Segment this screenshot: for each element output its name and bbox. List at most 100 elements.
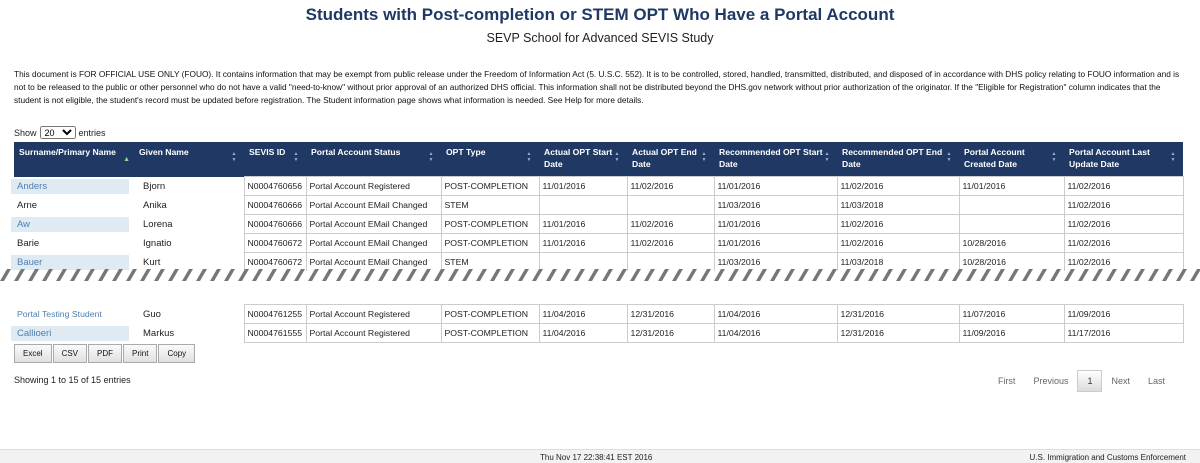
surname-cell: Portal Testing Student (14, 305, 134, 324)
column-header[interactable]: Given Name ▲▼ (134, 142, 244, 177)
table-cell: N0004761255 (243, 304, 307, 324)
cell-value: Portal Account EMail Changed (309, 219, 428, 229)
surname-link[interactable]: Bauer (11, 254, 129, 270)
cell-value: Portal Account Registered (309, 181, 410, 191)
torn-edge-dash (868, 269, 879, 281)
column-header[interactable]: Portal Account Created Date ▲▼ (959, 142, 1064, 177)
table-cell: 11/01/2016 (713, 214, 838, 234)
csv-button[interactable]: CSV (52, 344, 88, 363)
surname-cell: Arne (14, 196, 134, 215)
column-header[interactable]: Portal Account Status ▲▼ (306, 142, 441, 177)
surname-link[interactable]: Aw (11, 216, 129, 232)
torn-edge-dash (882, 269, 893, 281)
torn-edge-dash (70, 269, 81, 281)
torn-edge-dash (896, 269, 907, 281)
table-row: Bauer Kurt N0004760672 Portal Account EMail… (11, 252, 1184, 272)
given-name: Bjorn (143, 180, 166, 192)
column-header[interactable]: Recommended OPT End Date ▲▼ (837, 142, 959, 177)
torn-edge-dash (28, 269, 39, 281)
torn-edge-dash (42, 269, 53, 281)
surname-cell: Anders (11, 177, 134, 196)
cell-value: 11/01/2016 (717, 219, 761, 229)
copy-button[interactable]: Copy (158, 344, 196, 363)
torn-edge-dash (126, 269, 137, 281)
sort-ascending-icon: ▲ (123, 156, 130, 163)
torn-edge-dash (238, 269, 249, 281)
table-row: Callioeri Markus N0004761555 Portal Account… (11, 323, 1184, 343)
cell-value: STEM (444, 200, 469, 210)
table-cell: 11/01/2016 (538, 214, 628, 234)
torn-edge-dash (616, 269, 627, 281)
table-header-row: Surname/Primary Name ▲ Given Name ▲▼ SEVIS I… (14, 142, 1183, 177)
table-cell: 11/17/2016 (1063, 323, 1184, 343)
table-cell: POST-COMPLETION (440, 176, 540, 196)
cell-value: 11/02/2016 (1067, 238, 1111, 248)
column-header-label: Actual OPT Start Date (544, 147, 613, 169)
table-cell: 11/09/2016 (1063, 304, 1184, 324)
table-cell: POST-COMPLETION (440, 304, 540, 324)
table-cell: 11/02/2016 (626, 233, 715, 253)
print-button[interactable]: Print (123, 344, 158, 363)
cell-value: 11/02/2016 (840, 219, 884, 229)
entries-info: Showing 1 to 15 of 15 entries (14, 375, 131, 385)
torn-edge-dash (1092, 269, 1103, 281)
given-name-cell: Anika (134, 196, 244, 215)
cell-value: 10/28/2016 (962, 257, 1006, 267)
column-header-label: Portal Account Last Update Date (1069, 147, 1150, 169)
table-row: Anders Bjorn N0004760656 Portal Account Reg… (11, 176, 1184, 196)
column-header[interactable]: Actual OPT Start Date ▲▼ (539, 142, 627, 177)
excel-button[interactable]: Excel (14, 344, 52, 363)
cell-value: 11/03/2016 (717, 200, 761, 210)
pdf-button[interactable]: PDF (88, 344, 123, 363)
table-cell: 11/02/2016 (1063, 176, 1184, 196)
column-header[interactable]: Actual OPT End Date ▲▼ (627, 142, 714, 177)
torn-edge-dash (196, 269, 207, 281)
torn-edge-dash (1190, 269, 1200, 281)
table-cell: 11/02/2016 (836, 214, 960, 234)
table-cell: 11/02/2016 (1063, 214, 1184, 234)
table-cell: 11/01/2016 (538, 233, 628, 253)
surname-link[interactable]: Arne (17, 199, 38, 211)
column-header[interactable]: OPT Type ▲▼ (441, 142, 539, 177)
cell-value: 11/01/2016 (542, 219, 586, 229)
pager-previous[interactable]: Previous (1033, 376, 1069, 386)
surname-cell: Bauer (11, 253, 134, 272)
torn-edge-dash (840, 269, 851, 281)
torn-edge-dash (588, 269, 599, 281)
surname-link[interactable]: Anders (11, 178, 129, 194)
torn-edge-dash (756, 269, 767, 281)
pager-last[interactable]: Last (1147, 376, 1165, 386)
cell-value: 11/04/2016 (717, 309, 761, 319)
cell-value: POST-COMPLETION (444, 181, 529, 191)
torn-edge-dash (924, 269, 935, 281)
column-header-label: Portal Account Created Date (964, 147, 1025, 169)
cell-value: 11/01/2016 (717, 181, 761, 191)
cell-value: 11/01/2016 (542, 238, 586, 248)
torn-edge-dash (182, 269, 193, 281)
pager-next[interactable]: Next (1111, 376, 1130, 386)
column-header[interactable]: SEVIS ID ▲▼ (244, 142, 306, 177)
cell-value: 11/02/2016 (1067, 219, 1111, 229)
torn-edge-dash (0, 269, 11, 281)
cell-value: 10/28/2016 (962, 238, 1006, 248)
column-header[interactable]: Recommended OPT Start Date ▲▼ (714, 142, 837, 177)
cell-value: 11/07/2016 (962, 309, 1006, 319)
torn-edge-dash (1148, 269, 1159, 281)
column-header[interactable]: Surname/Primary Name ▲ (14, 142, 134, 177)
surname-link[interactable]: Callioeri (11, 325, 129, 341)
sort-both-icon: ▲▼ (1170, 151, 1176, 163)
torn-edge-dash (784, 269, 795, 281)
torn-edge-dash (434, 269, 445, 281)
torn-edge-dash (644, 269, 655, 281)
entries-select[interactable]: 20 (39, 126, 76, 139)
torn-edge-dash (392, 269, 403, 281)
surname-link[interactable]: Barie (17, 237, 40, 249)
pager-first[interactable]: First (997, 376, 1016, 386)
table-cell: POST-COMPLETION (440, 233, 540, 253)
surname-link[interactable]: Portal Testing Student (17, 309, 102, 319)
column-header[interactable]: Portal Account Last Update Date ▲▼ (1064, 142, 1183, 177)
cell-value: 11/04/2016 (717, 328, 761, 338)
pager-current-page[interactable]: 1 (1077, 370, 1103, 392)
torn-edge-dash (140, 269, 151, 281)
table-cell: 12/31/2016 (626, 323, 715, 343)
